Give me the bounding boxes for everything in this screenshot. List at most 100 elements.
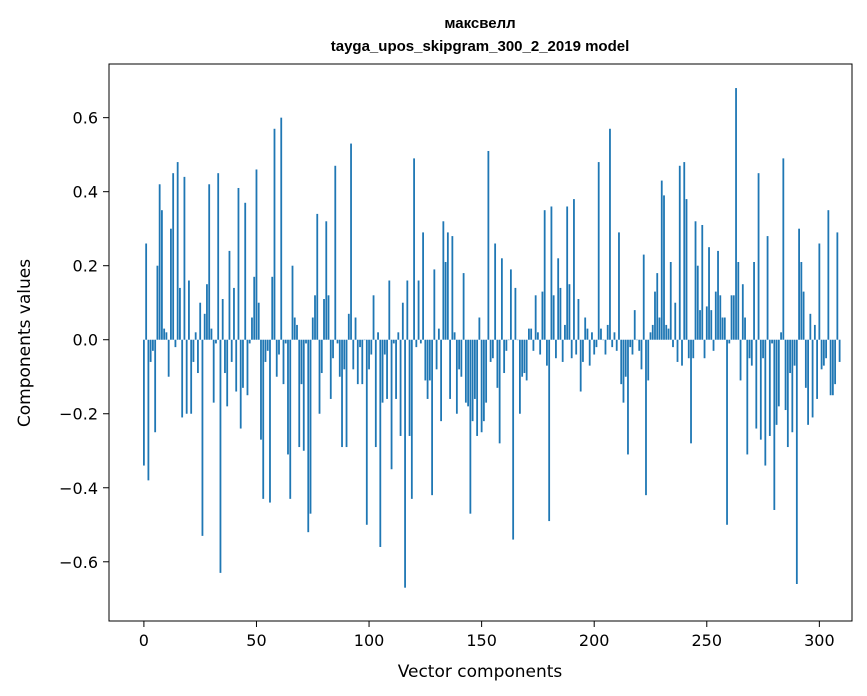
bar — [591, 332, 593, 340]
bar — [694, 221, 697, 340]
bar — [825, 339, 828, 359]
bar — [408, 339, 411, 436]
x-axis-ticks: 0 50 100 150 200 250 300 — [139, 621, 835, 650]
bar — [203, 313, 206, 340]
bar — [627, 339, 629, 455]
bar — [473, 339, 476, 399]
bar — [289, 339, 292, 499]
bar — [192, 339, 195, 362]
bar — [307, 339, 310, 533]
bar — [275, 339, 278, 377]
bar — [741, 284, 744, 340]
bar — [728, 339, 731, 344]
bar — [519, 339, 521, 414]
bar — [647, 339, 650, 381]
bar — [343, 339, 346, 370]
bar — [424, 339, 427, 381]
bar — [449, 339, 451, 399]
bar — [804, 339, 807, 388]
bar — [692, 339, 695, 359]
bar — [235, 339, 238, 392]
bar — [633, 310, 636, 340]
bar — [829, 339, 832, 396]
bar — [482, 339, 485, 422]
x-tick-label: 300 — [804, 631, 835, 650]
bar — [300, 339, 303, 385]
bar — [775, 339, 778, 425]
bar — [183, 176, 186, 340]
bar — [428, 339, 431, 381]
bar — [419, 339, 422, 344]
bar — [543, 210, 546, 340]
bar — [379, 339, 382, 547]
bar — [559, 287, 562, 340]
bar — [167, 339, 170, 377]
bar — [413, 158, 415, 340]
bar — [530, 328, 533, 340]
bar — [476, 339, 479, 436]
x-tick-label: 150 — [466, 631, 497, 650]
bar — [345, 339, 348, 448]
bar — [215, 339, 217, 344]
bar — [838, 339, 841, 362]
bar — [323, 299, 325, 340]
bar — [354, 317, 357, 340]
bar — [433, 269, 436, 340]
x-tick-label: 0 — [139, 631, 149, 650]
bar — [620, 339, 623, 385]
bar — [212, 339, 215, 403]
bar — [701, 224, 704, 340]
bar — [649, 332, 652, 340]
bar — [224, 339, 226, 374]
bar — [777, 339, 780, 407]
bar — [532, 339, 535, 351]
bar — [278, 339, 280, 355]
bar — [415, 339, 418, 348]
bar — [149, 339, 152, 362]
bar — [228, 250, 231, 340]
bar — [381, 339, 384, 403]
bar — [230, 339, 233, 362]
bar — [528, 328, 530, 340]
bar — [750, 339, 753, 366]
bar — [314, 295, 316, 340]
bar — [726, 339, 728, 525]
bar — [622, 339, 625, 403]
bar — [570, 339, 573, 359]
bar — [789, 339, 791, 374]
bar — [462, 273, 465, 340]
bar — [221, 299, 224, 340]
bar — [773, 339, 776, 510]
bar — [836, 232, 839, 340]
bar — [152, 339, 154, 351]
bar — [435, 339, 438, 370]
bar — [753, 262, 755, 340]
bar — [217, 173, 220, 340]
bar — [201, 339, 204, 536]
bar — [248, 339, 251, 344]
bar — [642, 254, 645, 340]
bar — [609, 128, 611, 340]
bar — [478, 317, 481, 340]
bar — [656, 273, 659, 340]
bar — [606, 324, 609, 340]
y-tick-label: −0.4 — [59, 479, 98, 498]
bar — [406, 280, 409, 340]
bar — [174, 339, 177, 348]
bar — [154, 339, 157, 433]
bar — [446, 232, 449, 340]
bar — [762, 339, 764, 359]
bar — [365, 339, 368, 525]
bar — [613, 332, 616, 340]
bar — [588, 339, 591, 366]
bar — [681, 339, 683, 366]
bar — [210, 328, 213, 340]
bar — [388, 280, 391, 340]
bar — [287, 339, 289, 455]
bar — [744, 317, 746, 340]
bar — [735, 88, 737, 340]
bar — [417, 280, 420, 340]
bar — [573, 199, 575, 340]
bar — [579, 339, 582, 392]
bar — [233, 287, 235, 340]
